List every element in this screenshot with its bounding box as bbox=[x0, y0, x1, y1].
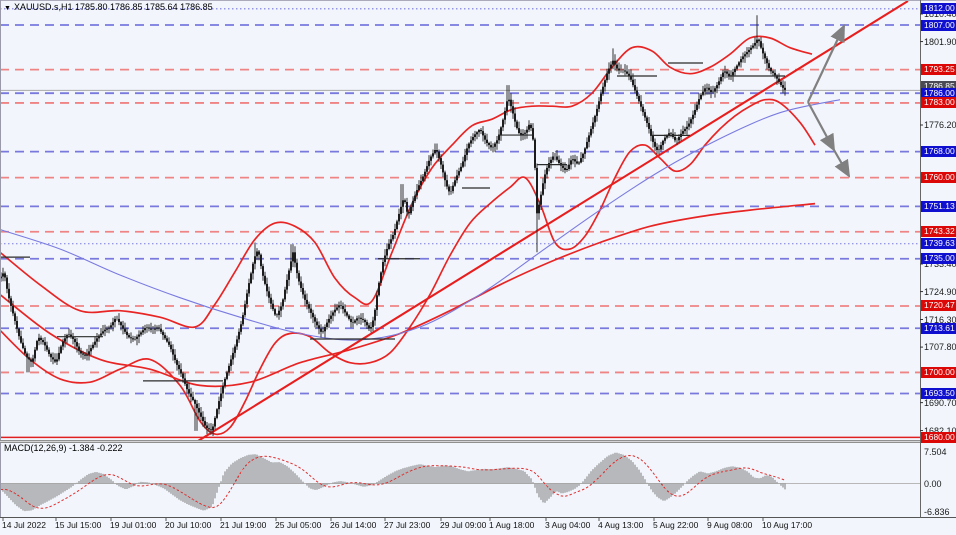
price-axis-label: 1776.20 bbox=[924, 120, 956, 130]
time-axis-label: 25 Jul 05:00 bbox=[275, 520, 322, 530]
bollinger-upper-band bbox=[0, 35, 813, 329]
time-axis-label: 26 Jul 14:00 bbox=[330, 520, 377, 530]
price-badge: 1720.47 bbox=[921, 300, 956, 312]
price-badge: 1680.00 bbox=[921, 431, 956, 443]
price-axis-label: 1682.10 bbox=[924, 425, 956, 436]
time-axis-label: 1 Aug 18:00 bbox=[489, 520, 535, 530]
price-badge: 1786.85 bbox=[921, 81, 956, 93]
time-axis-label: 27 Jul 23:00 bbox=[384, 520, 431, 530]
price-axis-label: 1707.80 bbox=[924, 342, 956, 353]
drawn-arrow bbox=[807, 101, 836, 152]
price-badge: 1783.00 bbox=[921, 97, 956, 109]
price-badge: 1768.00 bbox=[921, 146, 956, 158]
price-badge: 1700.00 bbox=[921, 366, 956, 378]
symbol-label: XAUUSD.s,H1 bbox=[13, 2, 73, 12]
time-axis-label: 10 Aug 17:00 bbox=[762, 520, 813, 530]
drawn-arrow bbox=[833, 149, 851, 178]
chart-symbol-title[interactable]: ▼ XAUUSD.s,H1 1785.80 1786.85 1785.64 178… bbox=[4, 2, 213, 12]
price-badge: 1739.63 bbox=[921, 238, 956, 250]
main-chart-layer bbox=[0, 0, 920, 440]
time-axis-label: 20 Jul 10:00 bbox=[165, 520, 212, 530]
time-axis-label: 21 Jul 19:00 bbox=[220, 520, 267, 530]
macd-scale-label: 0.00 bbox=[924, 478, 942, 489]
time-axis-label: 5 Aug 22:00 bbox=[653, 520, 699, 530]
price-badge: 1793.25 bbox=[921, 64, 956, 76]
macd-scale-label: -6.836 bbox=[924, 507, 950, 518]
macd-indicator-label: MACD(12,26,9) -1.384 -0.222 bbox=[4, 443, 123, 453]
price-badge: 1743.32 bbox=[921, 226, 956, 238]
price-badge: 1735.00 bbox=[921, 253, 956, 265]
price-axis-label: 1724.90 bbox=[924, 286, 956, 297]
price-axis-label: 1716.30 bbox=[924, 314, 956, 325]
price-badge: 1760.00 bbox=[921, 172, 956, 184]
drawn-arrow bbox=[807, 24, 845, 103]
macd-signal-line bbox=[0, 454, 786, 509]
price-badge: 1751.13 bbox=[921, 200, 956, 212]
price-badge: 1812.00 bbox=[921, 3, 956, 15]
trend-line bbox=[197, 0, 909, 440]
macd-scale-label: 7.504 bbox=[924, 446, 947, 457]
price-axis-label: 1801.90 bbox=[924, 36, 956, 47]
macd-panel bbox=[0, 452, 920, 512]
dropdown-triangle-icon: ▼ bbox=[4, 5, 11, 12]
time-axis-label: 9 Aug 08:00 bbox=[707, 520, 753, 530]
time-axis-label: 19 Jul 01:00 bbox=[110, 520, 157, 530]
price-badge: 1713.61 bbox=[921, 322, 956, 334]
time-axis-label: 15 Jul 15:00 bbox=[55, 520, 102, 530]
time-axis-label: 29 Jul 09:00 bbox=[440, 520, 487, 530]
time-axis-label: 3 Aug 04:00 bbox=[545, 520, 591, 530]
time-axis-label: 4 Aug 13:00 bbox=[598, 520, 644, 530]
price-badge: 1807.00 bbox=[921, 19, 956, 31]
candles-layer bbox=[0, 15, 786, 436]
ohlc-values: 1785.80 1786.85 1785.64 1786.85 bbox=[74, 2, 213, 12]
blue-ma-line bbox=[0, 99, 841, 341]
time-axis-label: 14 Jul 2022 bbox=[2, 520, 46, 530]
price-badge: 1693.50 bbox=[921, 388, 956, 400]
price-axis-label: 1690.70 bbox=[924, 397, 956, 408]
price-badge: 1786.00 bbox=[921, 87, 956, 99]
